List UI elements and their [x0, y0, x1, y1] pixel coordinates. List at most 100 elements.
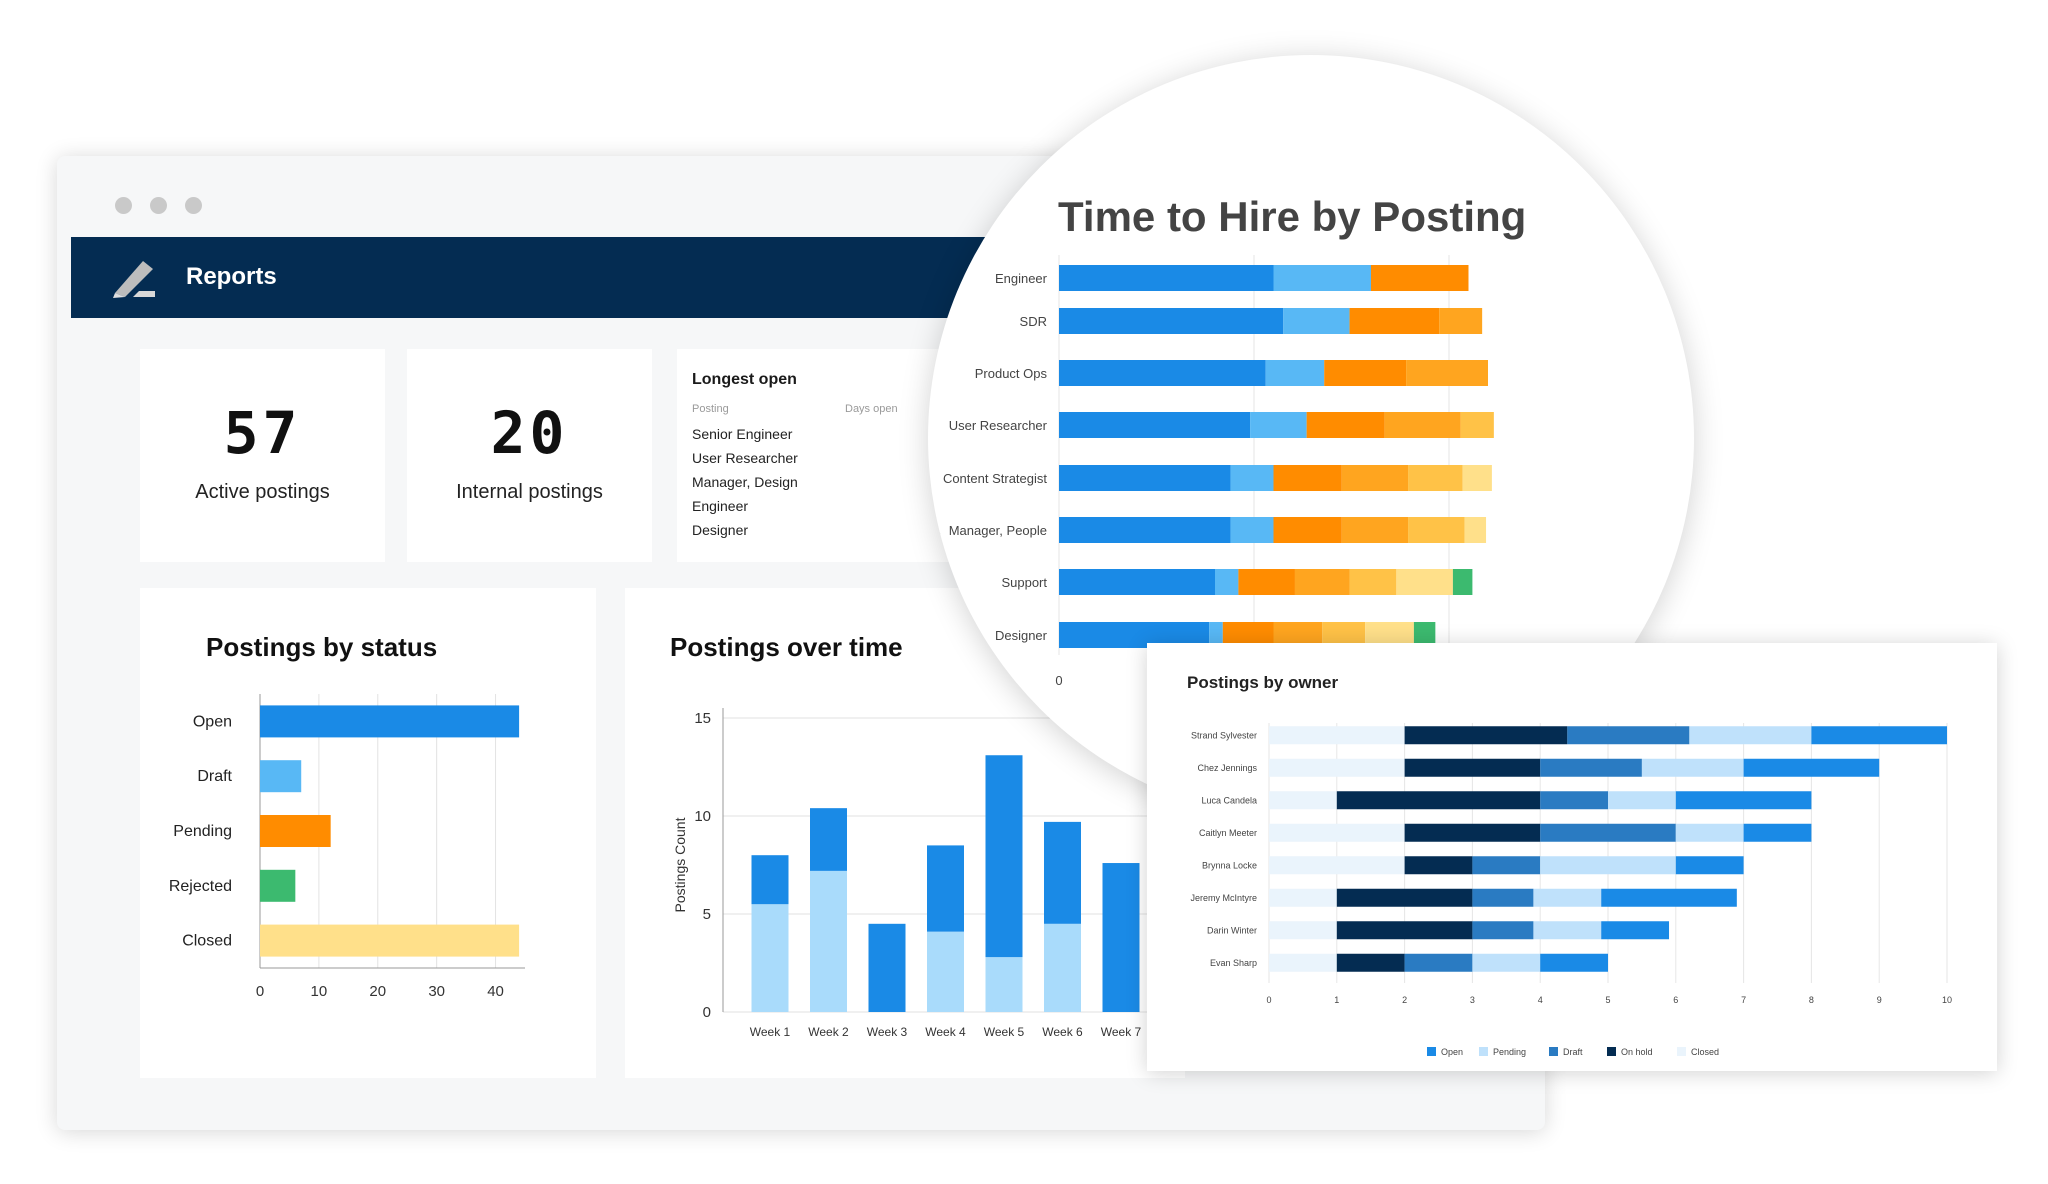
- time-to-hire-bar-segment[interactable]: [1230, 517, 1274, 543]
- owner-bar-segment[interactable]: [1269, 791, 1337, 810]
- owner-bar-segment[interactable]: [1540, 758, 1642, 777]
- time-to-hire-bar-segment[interactable]: [1460, 412, 1494, 438]
- time-to-hire-bar-segment[interactable]: [1059, 517, 1231, 543]
- time-to-hire-bar-segment[interactable]: [1059, 308, 1284, 334]
- owner-bar-segment[interactable]: [1269, 953, 1337, 972]
- owner-bar-segment[interactable]: [1472, 856, 1541, 875]
- owner-bar-segment[interactable]: [1269, 726, 1405, 745]
- longest-open-row-name[interactable]: Manager, Design: [692, 474, 798, 490]
- time-to-hire-bar-segment[interactable]: [1273, 517, 1342, 543]
- longest-open-row-name[interactable]: Senior Engineer: [692, 426, 793, 442]
- owner-bar-segment[interactable]: [1533, 888, 1602, 907]
- time-to-hire-bar-segment[interactable]: [1341, 517, 1409, 543]
- overtime-bar-segment[interactable]: [1102, 863, 1140, 1012]
- owner-bar-segment[interactable]: [1540, 823, 1676, 842]
- overtime-bar-segment[interactable]: [868, 923, 906, 1012]
- time-to-hire-bar-segment[interactable]: [1059, 360, 1266, 386]
- owner-bar-segment[interactable]: [1675, 856, 1744, 875]
- owner-bar-segment[interactable]: [1540, 856, 1676, 875]
- status-bar[interactable]: [260, 869, 296, 902]
- status-bar[interactable]: [260, 760, 302, 793]
- time-to-hire-bar-segment[interactable]: [1230, 465, 1274, 491]
- owner-bar-segment[interactable]: [1404, 856, 1473, 875]
- overtime-bar-segment[interactable]: [927, 845, 964, 932]
- time-to-hire-bar-segment[interactable]: [1059, 412, 1251, 438]
- time-to-hire-bar-segment[interactable]: [1306, 412, 1385, 438]
- owner-bar-segment[interactable]: [1743, 823, 1812, 842]
- owner-bar-segment[interactable]: [1269, 888, 1337, 907]
- time-to-hire-bar-segment[interactable]: [1059, 569, 1215, 595]
- time-to-hire-bar-segment[interactable]: [1349, 569, 1397, 595]
- owner-bar-segment[interactable]: [1269, 921, 1337, 940]
- owner-bar-segment[interactable]: [1811, 726, 1947, 745]
- owner-bar-segment[interactable]: [1641, 758, 1744, 777]
- owner-bar-segment[interactable]: [1743, 758, 1880, 777]
- longest-open-row-name[interactable]: Engineer: [692, 498, 749, 514]
- time-to-hire-bar-segment[interactable]: [1273, 265, 1372, 291]
- owner-bar-segment[interactable]: [1404, 953, 1473, 972]
- owner-bar-segment[interactable]: [1472, 888, 1534, 907]
- owner-bar-segment[interactable]: [1269, 856, 1405, 875]
- time-to-hire-bar-segment[interactable]: [1462, 465, 1492, 491]
- overtime-bar-segment[interactable]: [1044, 821, 1081, 924]
- time-to-hire-bar-segment[interactable]: [1406, 360, 1488, 386]
- time-to-hire-bar-segment[interactable]: [1283, 308, 1350, 334]
- time-to-hire-bar-segment[interactable]: [1215, 569, 1239, 595]
- time-to-hire-bar-segment[interactable]: [1238, 569, 1295, 595]
- owner-bar-segment[interactable]: [1533, 921, 1602, 940]
- overtime-bar-segment[interactable]: [810, 870, 847, 1012]
- time-to-hire-bar-segment[interactable]: [1384, 412, 1461, 438]
- overtime-bar-segment[interactable]: [985, 755, 1023, 958]
- owner-bar-segment[interactable]: [1269, 823, 1405, 842]
- time-to-hire-bar-segment[interactable]: [1464, 517, 1487, 543]
- owner-bar-segment[interactable]: [1472, 953, 1541, 972]
- window-close-dot[interactable]: [115, 197, 132, 214]
- time-to-hire-bar-segment[interactable]: [1396, 569, 1453, 595]
- longest-open-row-name[interactable]: User Researcher: [692, 450, 798, 466]
- owner-bar-segment[interactable]: [1540, 791, 1608, 810]
- owner-bar-segment[interactable]: [1404, 823, 1541, 842]
- time-to-hire-bar-segment[interactable]: [1059, 465, 1231, 491]
- owner-bar-segment[interactable]: [1601, 888, 1737, 907]
- time-to-hire-bar-segment[interactable]: [1341, 465, 1409, 491]
- overtime-bar-segment[interactable]: [1044, 923, 1081, 1012]
- owner-bar-segment[interactable]: [1601, 921, 1670, 940]
- time-to-hire-bar-segment[interactable]: [1452, 569, 1473, 595]
- overtime-bar-segment[interactable]: [985, 957, 1023, 1012]
- longest-open-row-name[interactable]: Designer: [692, 522, 749, 538]
- time-to-hire-bar-segment[interactable]: [1413, 622, 1436, 648]
- owner-bar-segment[interactable]: [1336, 953, 1405, 972]
- status-bar[interactable]: [260, 815, 331, 847]
- owner-bar-segment[interactable]: [1336, 888, 1473, 907]
- time-to-hire-bar-segment[interactable]: [1059, 265, 1274, 291]
- time-to-hire-bar-segment[interactable]: [1250, 412, 1307, 438]
- time-to-hire-bar-segment[interactable]: [1294, 569, 1350, 595]
- time-to-hire-bar-segment[interactable]: [1349, 308, 1440, 334]
- owner-bar-segment[interactable]: [1608, 791, 1676, 810]
- overtime-bar-segment[interactable]: [810, 808, 847, 871]
- owner-bar-segment[interactable]: [1269, 758, 1405, 777]
- time-to-hire-bar-segment[interactable]: [1265, 360, 1325, 386]
- owner-bar-segment[interactable]: [1472, 921, 1534, 940]
- window-minimize-dot[interactable]: [150, 197, 167, 214]
- owner-bar-segment[interactable]: [1675, 823, 1744, 842]
- owner-bar-segment[interactable]: [1404, 726, 1568, 745]
- time-to-hire-bar-segment[interactable]: [1439, 308, 1483, 334]
- status-bar[interactable]: [260, 924, 520, 957]
- time-to-hire-bar-segment[interactable]: [1324, 360, 1407, 386]
- owner-bar-segment[interactable]: [1404, 758, 1541, 777]
- time-to-hire-bar-segment[interactable]: [1273, 465, 1342, 491]
- time-to-hire-bar-segment[interactable]: [1408, 465, 1463, 491]
- owner-bar-segment[interactable]: [1540, 953, 1608, 972]
- owner-bar-segment[interactable]: [1336, 921, 1473, 940]
- time-to-hire-bar-segment[interactable]: [1371, 265, 1469, 291]
- status-bar[interactable]: [260, 705, 520, 738]
- overtime-bar-segment[interactable]: [927, 931, 964, 1012]
- overtime-bar-segment[interactable]: [751, 855, 789, 905]
- time-to-hire-bar-segment[interactable]: [1209, 622, 1223, 648]
- owner-bar-segment[interactable]: [1336, 791, 1541, 810]
- owner-bar-segment[interactable]: [1689, 726, 1812, 745]
- overtime-bar-segment[interactable]: [751, 904, 789, 1012]
- owner-bar-segment[interactable]: [1567, 726, 1690, 745]
- window-maximize-dot[interactable]: [185, 197, 202, 214]
